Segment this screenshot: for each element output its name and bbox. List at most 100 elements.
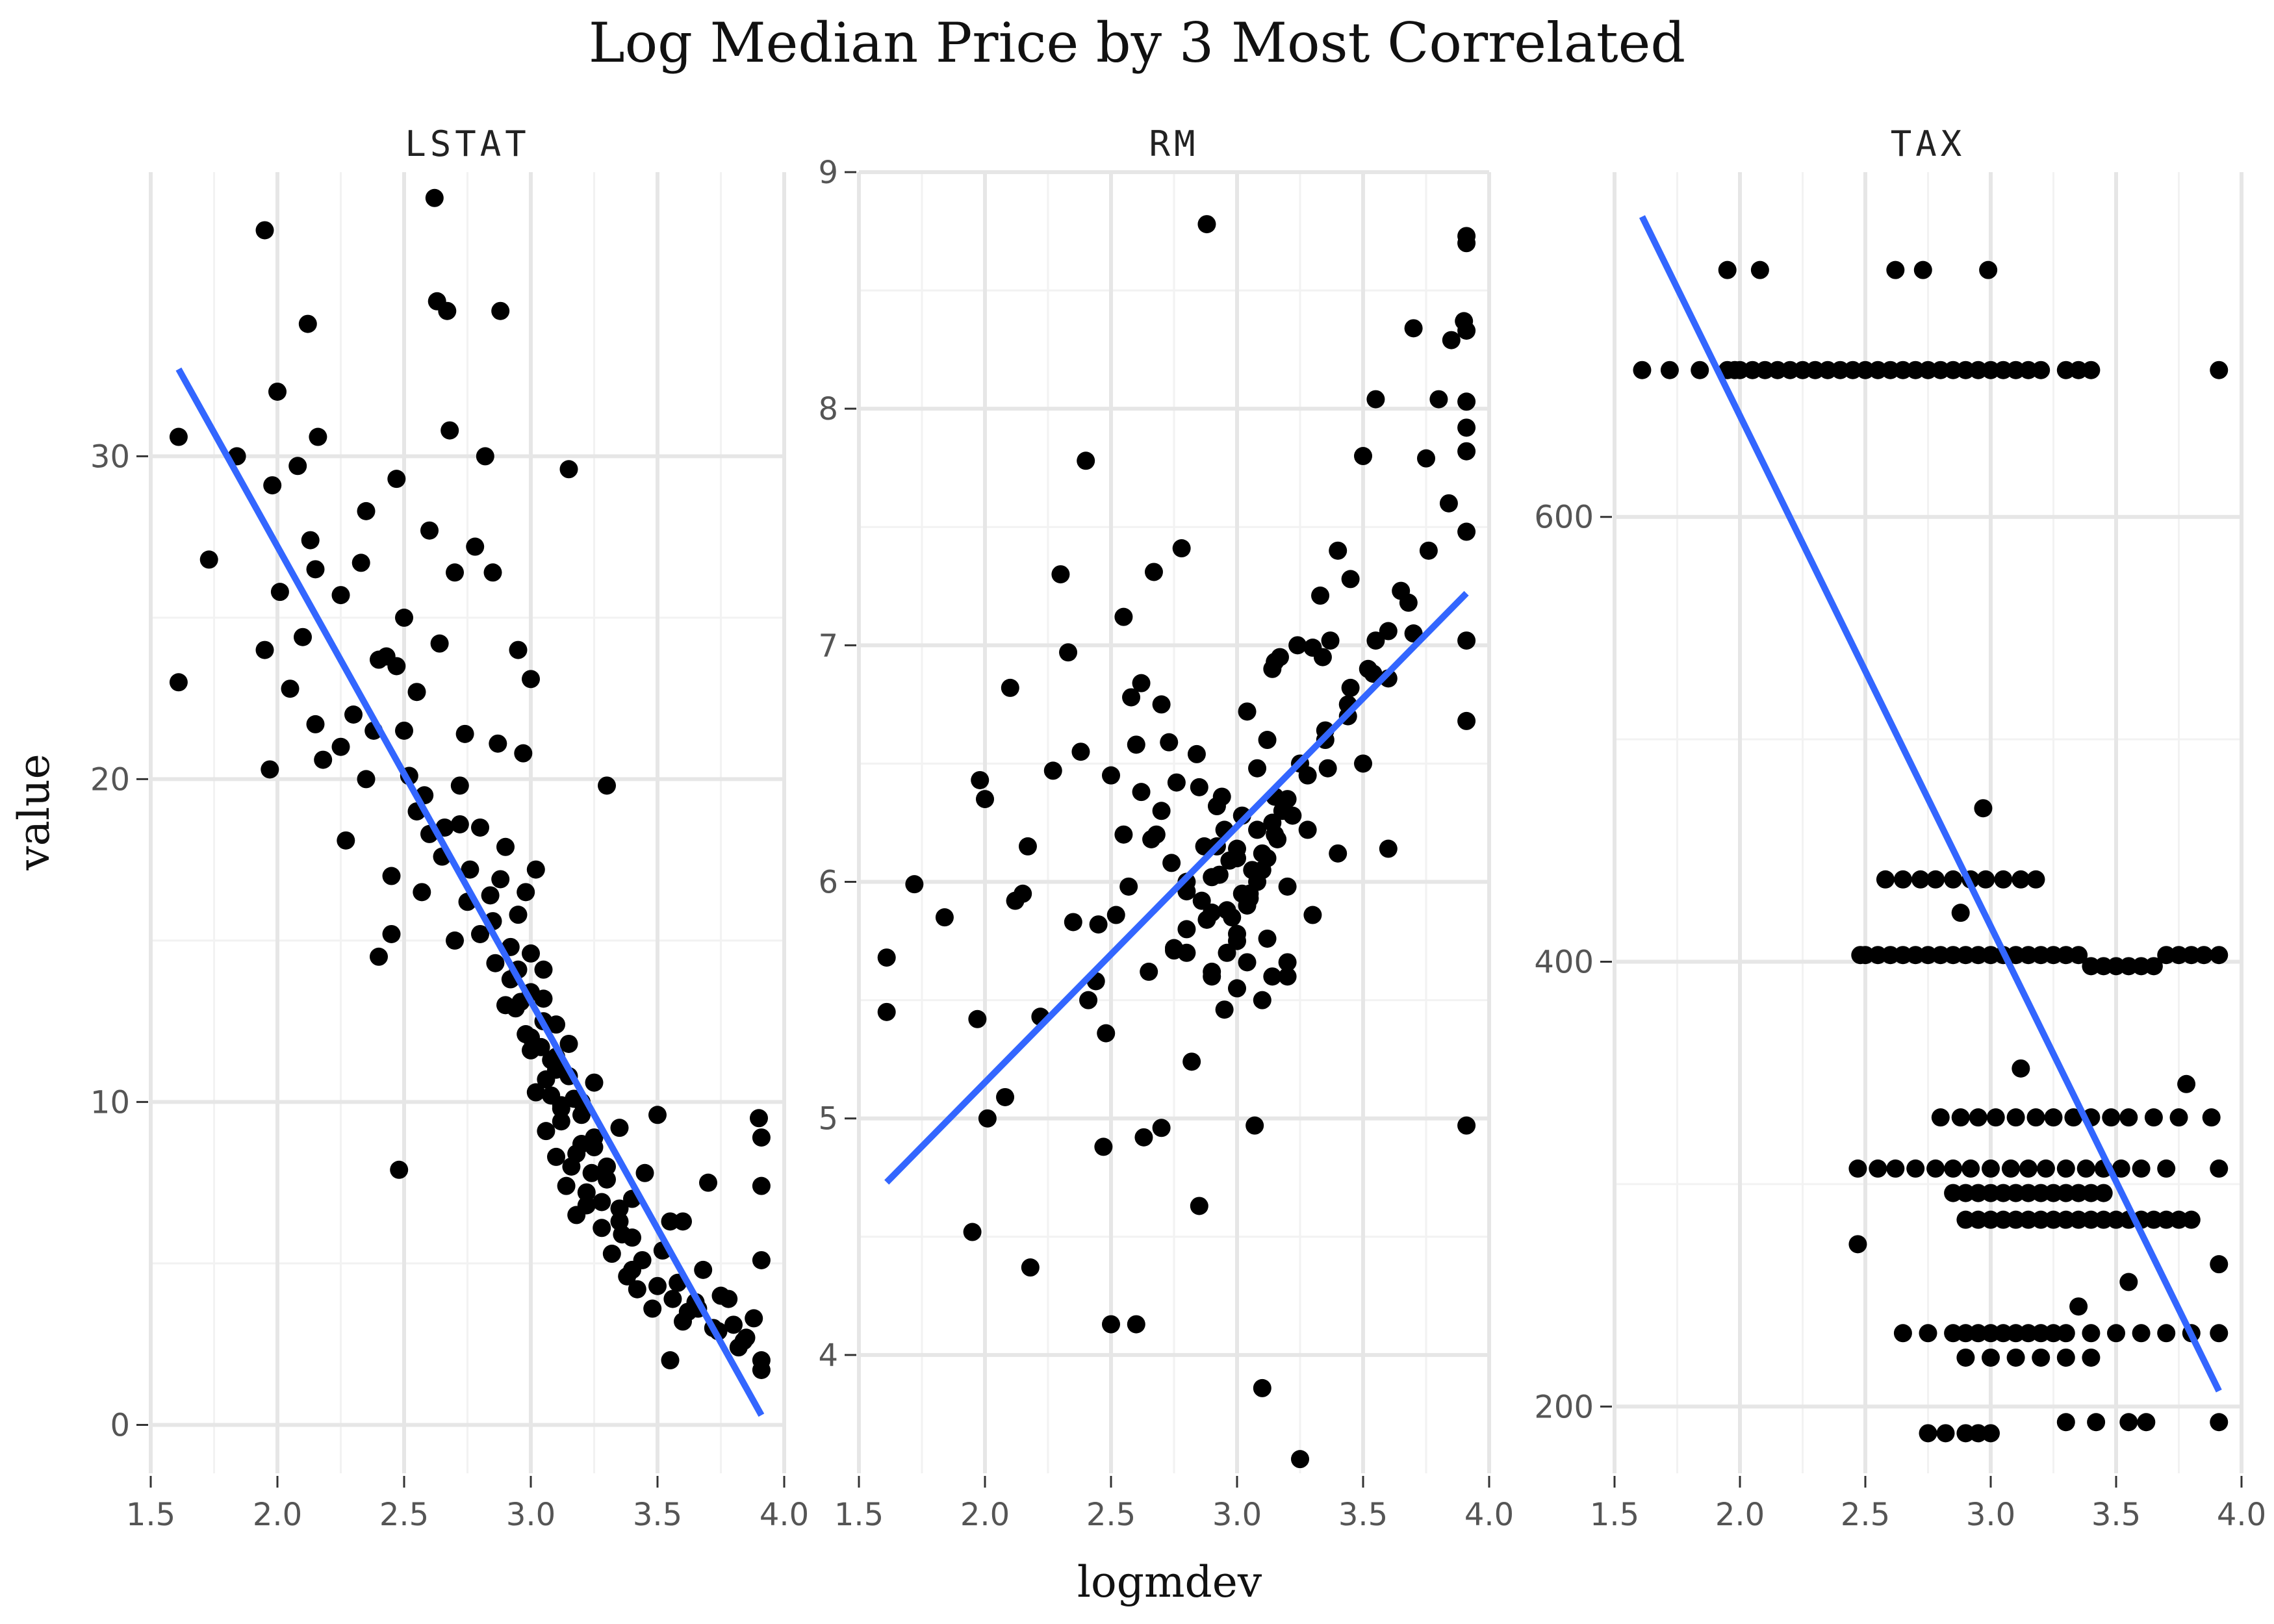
data-point [1457, 442, 1476, 461]
data-point [1982, 361, 2000, 379]
data-point [752, 1128, 771, 1147]
data-point [661, 1212, 680, 1231]
data-point [2056, 361, 2075, 379]
data-point [1856, 361, 1874, 379]
data-point [2107, 957, 2125, 976]
data-point [2056, 1159, 2075, 1178]
data-point [1021, 1258, 1040, 1277]
data-point [1182, 1052, 1201, 1071]
data-point [572, 1135, 591, 1154]
data-point [1913, 260, 1932, 279]
data-point [752, 1176, 771, 1195]
data-point [2056, 1324, 2075, 1343]
data-point [557, 1176, 576, 1195]
x-tick-label: 1.5 [1590, 1497, 1639, 1533]
data-point [1848, 1235, 1867, 1254]
panel-lstat: 1.5 2.0 2.5 3.0 3.5 4.0 0 10 20 30 LSTAT [90, 123, 809, 1533]
data-point [1354, 754, 1372, 773]
data-point [2169, 1108, 2188, 1127]
data-point [1399, 593, 1418, 612]
data-point [446, 931, 464, 950]
data-point [337, 831, 355, 850]
data-point [1329, 844, 1348, 863]
data-point [1743, 361, 1762, 379]
data-point [877, 1002, 896, 1021]
data-point [1404, 319, 1423, 338]
data-point [1919, 946, 1937, 965]
regression-line [884, 590, 1469, 1185]
data-point [1187, 744, 1206, 763]
data-point [1457, 631, 1476, 650]
data-point [1911, 870, 1930, 889]
data-point [2157, 1159, 2176, 1178]
data-point [534, 989, 553, 1008]
data-point [268, 382, 287, 401]
data-point [298, 314, 317, 333]
data-point [1457, 522, 1476, 541]
data-point [542, 1050, 561, 1069]
data-point [446, 563, 464, 582]
data-point [370, 947, 388, 966]
x-tick-label: 2.0 [253, 1497, 302, 1533]
data-point [2087, 1413, 2106, 1432]
data-point [1366, 631, 1385, 650]
data-point [1079, 991, 1098, 1009]
panel-tax: 1.5 2.0 2.5 3.0 3.5 4.0 200 400 600 TAX [1534, 123, 2266, 1533]
y-axis-title: value [9, 754, 59, 870]
data-point [1253, 991, 1271, 1009]
data-point [1969, 1324, 1987, 1343]
data-point [1248, 759, 1267, 778]
data-point [2006, 1108, 2025, 1127]
data-point [1077, 451, 1095, 470]
data-point [1951, 904, 1970, 922]
y-tick-label: 9 [818, 155, 838, 191]
data-point [1379, 839, 1398, 858]
data-point [1064, 913, 1082, 932]
data-point [2210, 1159, 2229, 1178]
y-tick-label: 200 [1534, 1389, 1594, 1425]
data-point [877, 948, 896, 967]
data-point [745, 1309, 763, 1328]
data-point [1856, 946, 1874, 965]
data-point [1886, 260, 1905, 279]
data-point [169, 673, 188, 692]
y-tick-label: 5 [818, 1101, 838, 1137]
data-point [976, 790, 994, 809]
data-point [2107, 1324, 2125, 1343]
y-tick-label: 10 [90, 1084, 130, 1121]
data-point [1956, 1424, 1975, 1443]
data-point [2132, 1159, 2151, 1178]
data-point [1140, 962, 1158, 981]
data-point [255, 641, 274, 659]
data-point [1246, 1116, 1264, 1135]
data-point [382, 924, 401, 943]
data-point [2082, 1184, 2101, 1202]
data-point [1132, 674, 1151, 692]
data-point [2132, 1324, 2151, 1343]
data-point [1756, 361, 1774, 379]
data-point [1457, 392, 1476, 411]
data-point [1354, 447, 1372, 466]
x-tick-label: 3.0 [1966, 1497, 2015, 1533]
data-point [2082, 957, 2101, 976]
data-point [288, 457, 307, 476]
data-point [1931, 946, 1950, 965]
x-tick-label: 4.0 [760, 1497, 809, 1533]
data-point [486, 954, 505, 972]
data-point [577, 1183, 596, 1202]
data-point [2076, 1159, 2095, 1178]
data-point [1119, 877, 1138, 896]
data-point [585, 1073, 604, 1092]
data-point [2012, 1059, 2030, 1078]
data-point [2006, 1184, 2025, 1202]
data-point [750, 1109, 768, 1128]
data-point [306, 715, 325, 733]
data-point [2044, 1210, 2063, 1229]
data-point [602, 1245, 621, 1263]
data-point [1190, 778, 1208, 796]
data-point [1944, 1324, 1963, 1343]
y-tick-label: 8 [818, 391, 838, 427]
data-point [1876, 870, 1895, 889]
y-tick-label: 30 [90, 438, 130, 475]
data-point [1192, 891, 1211, 910]
